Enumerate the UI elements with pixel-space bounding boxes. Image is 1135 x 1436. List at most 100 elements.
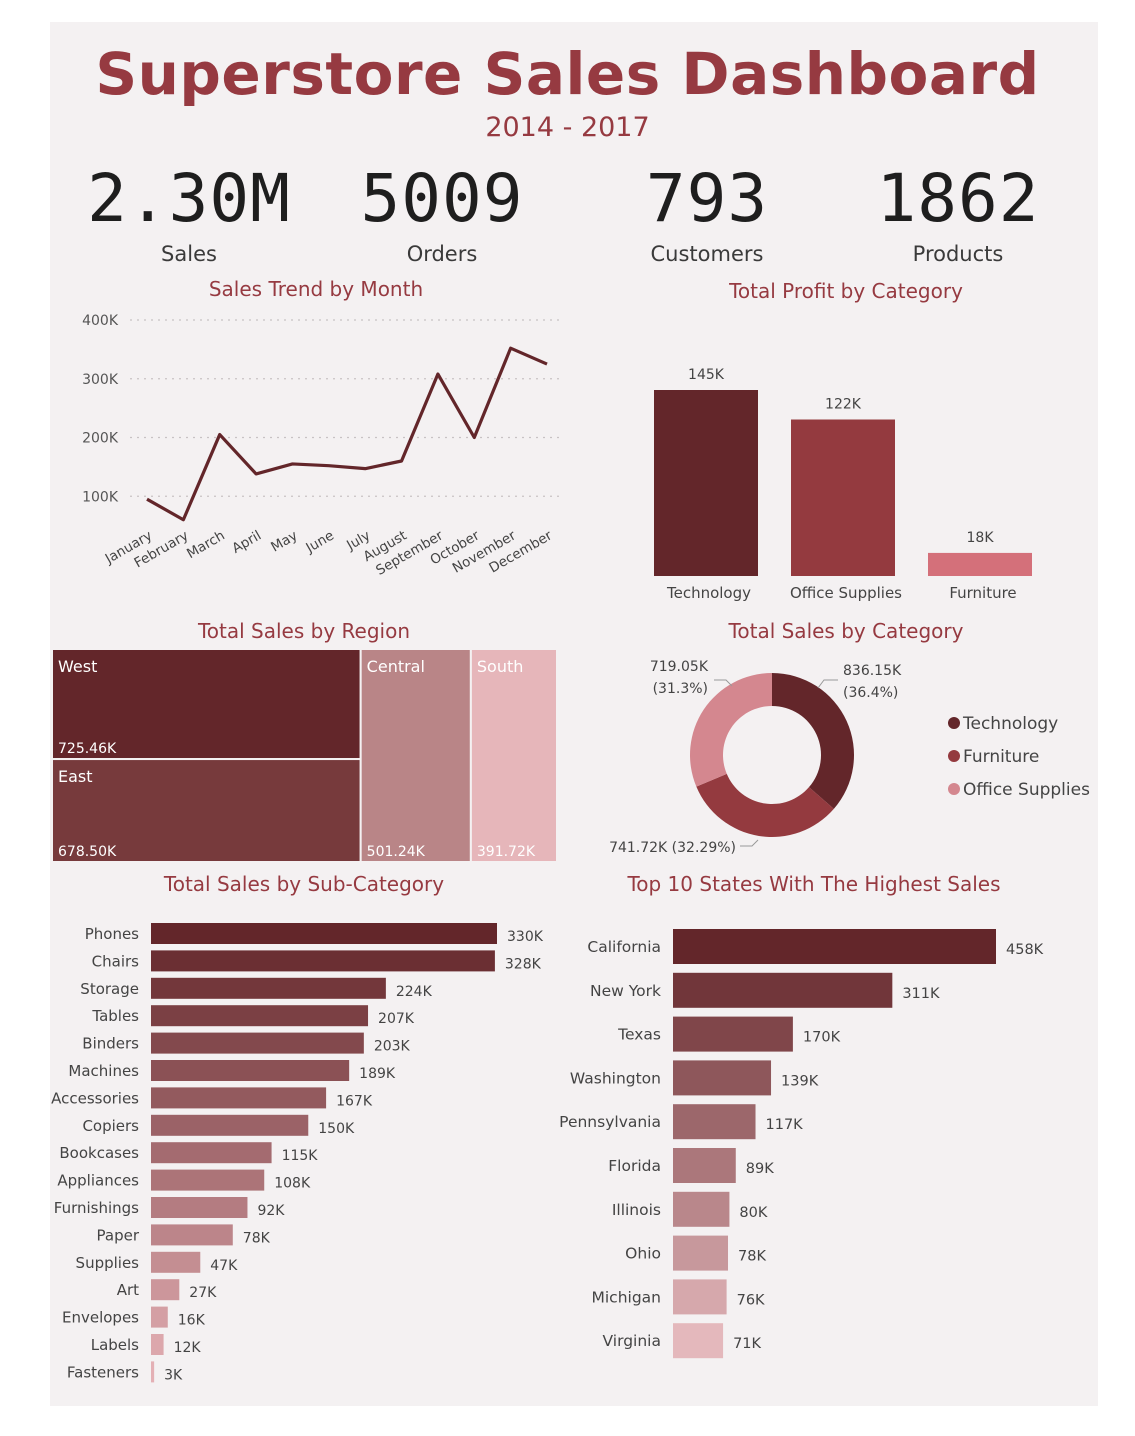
y-tick-label: 400K	[82, 313, 119, 329]
leader-line	[714, 679, 733, 687]
kpi-products-value: 1862	[876, 160, 1040, 237]
profit-category-label: Office Supplies	[790, 584, 902, 602]
x-tick-label-month: April	[229, 528, 264, 557]
kpi-customers-value: 793	[645, 160, 769, 237]
subcategory-label: Paper	[97, 1226, 140, 1244]
profit-bar-value-label: 18K	[967, 530, 995, 546]
state-label: Ohio	[625, 1245, 661, 1263]
subcategory-value-label: 203K	[374, 1039, 411, 1055]
legend-marker	[948, 783, 960, 795]
states-chart-title: Top 10 States With The Highest Sales	[627, 872, 1001, 896]
profit-bar-value-label: 145K	[688, 367, 725, 383]
legend-label: Office Supplies	[963, 780, 1090, 800]
state-label: Virginia	[603, 1332, 661, 1350]
kpi-products-label: Products	[912, 242, 1004, 266]
region-value-label: 501.24K	[367, 844, 426, 860]
subcategory-chart-title: Total Sales by Sub-Category	[163, 872, 445, 896]
state-bar	[673, 1279, 727, 1315]
y-tick-label: 300K	[82, 372, 119, 388]
subcategory-label: Storage	[80, 980, 139, 998]
subcategory-bar	[151, 1279, 180, 1301]
office-slice-pct-label: (31.3%)	[653, 681, 708, 697]
subcategory-value-label: 47K	[210, 1258, 238, 1274]
subcategory-label: Binders	[82, 1035, 139, 1053]
subcategory-label: Art	[117, 1281, 139, 1299]
subcategory-bar	[151, 1114, 309, 1136]
subcategory-bar	[151, 1169, 265, 1191]
subcategory-value-label: 27K	[189, 1285, 217, 1301]
region-value-label: 678.50K	[58, 844, 117, 860]
subcategory-value-label: 3K	[164, 1367, 183, 1383]
subcategory-bar	[151, 977, 386, 999]
state-bar	[673, 1060, 772, 1096]
state-label: Florida	[608, 1157, 661, 1175]
y-tick-label: 200K	[82, 431, 119, 447]
state-value-label: 117K	[766, 1117, 804, 1133]
tech-slice-pct-label: (36.4%)	[843, 685, 898, 701]
profit-category-label: Furniture	[949, 584, 1016, 602]
state-bar	[673, 929, 996, 964]
subcategory-value-label: 328K	[505, 956, 542, 972]
category-donut-slice	[772, 673, 854, 809]
region-tile	[52, 758, 362, 862]
region-chart-title: Total Sales by Region	[197, 619, 410, 643]
subcategory-bar	[151, 1306, 168, 1328]
kpi-orders-label: Orders	[406, 242, 478, 266]
legend-marker	[948, 750, 960, 762]
region-tile	[359, 649, 472, 862]
legend-label: Furniture	[963, 747, 1039, 767]
state-value-label: 71K	[733, 1336, 761, 1352]
dashboard-subtitle: 2014 - 2017	[485, 112, 650, 143]
sales-by-subcategory-bar-chart: Phones 330K Chairs 328K Storage 224K Tables 207…	[51, 923, 544, 1383]
region-value-label: 391.72K	[477, 844, 536, 860]
subcategory-bar	[151, 1224, 233, 1246]
subcategory-label: Phones	[85, 925, 139, 943]
y-tick-label: 100K	[82, 489, 119, 505]
region-name-label: South	[477, 657, 524, 676]
kpi-sales-label: Sales	[161, 242, 217, 266]
state-bar	[673, 1016, 793, 1052]
state-label: Michigan	[592, 1288, 662, 1306]
sales-by-region-treemap: West 725.46K East 678.50K Central 501.24K Sout…	[52, 649, 557, 862]
subcategory-bar	[151, 950, 495, 972]
state-bar	[673, 1104, 756, 1140]
legend-label: Technology	[962, 714, 1058, 734]
subcategory-value-label: 150K	[318, 1121, 355, 1137]
profit-category-label: Technology	[666, 584, 751, 602]
x-tick-label-month: March	[184, 528, 228, 562]
x-tick-label-month: June	[302, 528, 336, 557]
sales-by-category-donut-chart: 836.15K (36.4%) 719.05K (31.3%) 741.72K (32.…	[609, 659, 1090, 856]
state-value-label: 311K	[902, 986, 940, 1002]
sales-trend-line	[146, 346, 548, 522]
state-label: New York	[590, 982, 661, 1000]
state-label: Pennsylvania	[560, 1113, 661, 1131]
state-value-label: 80K	[739, 1205, 767, 1221]
subcategory-label: Fasteners	[67, 1363, 139, 1381]
x-tick-label-month: May	[268, 528, 300, 556]
subcategory-value-label: 224K	[396, 984, 433, 1000]
subcategory-label: Furnishings	[54, 1199, 139, 1217]
kpi-customers-label: Customers	[650, 242, 764, 266]
state-value-label: 76K	[737, 1292, 765, 1308]
state-value-label: 78K	[738, 1249, 766, 1265]
subcategory-bar	[151, 1032, 364, 1054]
subcategory-value-label: 12K	[174, 1340, 202, 1356]
office-slice-value-label: 719.05K	[650, 659, 709, 675]
subcategory-label: Machines	[68, 1062, 139, 1080]
state-bar	[673, 1235, 729, 1271]
subcategory-label: Accessories	[51, 1089, 139, 1107]
profit-bar-value-label: 122K	[825, 397, 862, 413]
subcategory-bar	[151, 1060, 350, 1081]
profit-bar	[654, 390, 758, 576]
region-name-label: Central	[367, 657, 425, 676]
region-value-label: 725.46K	[58, 741, 117, 757]
state-bar	[673, 1148, 736, 1183]
furniture-slice-label: 741.72K (32.29%)	[609, 840, 736, 856]
state-value-label: 170K	[803, 1030, 841, 1046]
subcategory-label: Tables	[91, 1007, 139, 1025]
state-bar	[673, 1191, 730, 1227]
state-value-label: 458K	[1006, 942, 1044, 958]
subcategory-bar	[151, 1197, 248, 1218]
subcategory-bar	[151, 923, 497, 944]
subcategory-value-label: 16K	[178, 1313, 206, 1329]
